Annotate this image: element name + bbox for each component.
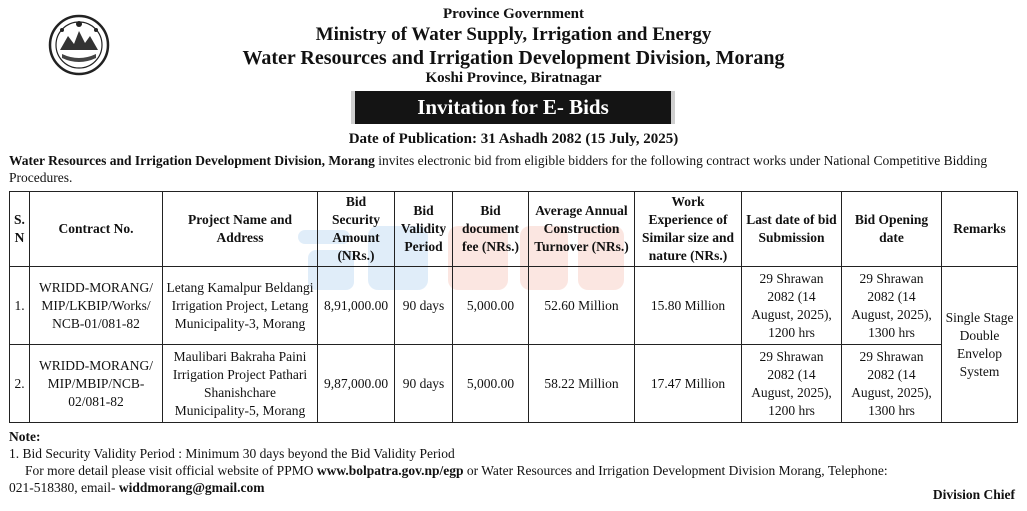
col-header-security: Bid Security Amount (NRs.) <box>317 191 395 267</box>
col-header-contract: Contract No. <box>29 191 163 267</box>
cell-fee: 5,000.00 <box>452 266 529 345</box>
nepal-emblem-icon <box>48 14 110 76</box>
cell-turnover: 52.60 Million <box>528 266 635 345</box>
cell-validity: 90 days <box>394 344 453 423</box>
cell-fee: 5,000.00 <box>452 344 529 423</box>
col-header-sn: S. N <box>9 191 30 267</box>
cell-sn: 1. <box>9 266 30 345</box>
note-contact-text: For more detail please visit official we… <box>25 463 317 478</box>
intro-division-name: Water Resources and Irrigation Developme… <box>9 153 375 168</box>
cell-turnover: 58.22 Million <box>528 344 635 423</box>
header-ministry: Ministry of Water Supply, Irrigation and… <box>315 24 712 45</box>
header-location: Koshi Province, Biratnagar <box>425 70 602 86</box>
cell-opening: 29 Shrawan 2082 (14 August, 2025), 1300 … <box>841 344 942 423</box>
col-header-experience: Work Experience of Similar size and natu… <box>634 191 742 267</box>
cell-security: 8,91,000.00 <box>317 266 395 345</box>
note-section: Note: 1. Bid Security Validity Period : … <box>9 428 1019 496</box>
note-phone-line: 021-518380, email- widdmorang@gmail.com <box>9 479 1019 496</box>
cell-submission: 29 Shrawan 2082 (14 August, 2025), 1200 … <box>741 344 842 423</box>
cell-contract: WRIDD-MORANG/ MIP/LKBIP/Works/ NCB-01/08… <box>29 266 163 345</box>
cell-remarks: Single Stage Double Envelop System <box>941 266 1018 423</box>
ppmo-website-link[interactable]: www.bolpatra.gov.np/egp <box>316 463 464 478</box>
cell-contract: WRIDD-MORANG/ MIP/MBIP/NCB-02/081-82 <box>29 344 163 423</box>
col-header-validity: Bid Validity Period <box>394 191 453 267</box>
cell-validity: 90 days <box>394 266 453 345</box>
publication-date: Date of Publication: 31 Ashadh 2082 (15 … <box>348 131 679 147</box>
cell-experience: 17.47 Million <box>634 344 742 423</box>
table-row: 2. WRIDD-MORANG/ MIP/MBIP/NCB-02/081-82 … <box>9 344 1018 423</box>
header-division: Water Resources and Irrigation Developme… <box>242 47 785 69</box>
col-header-submission: Last date of bid Submission <box>741 191 842 267</box>
header-province: Province Government <box>443 6 584 22</box>
note-phone-text: 021-518380, email- <box>9 480 119 495</box>
bids-table: S. N Contract No. Project Name and Addre… <box>9 191 1018 423</box>
cell-sn: 2. <box>9 344 30 423</box>
col-header-remarks: Remarks <box>941 191 1018 267</box>
invitation-banner: Invitation for E- Bids <box>355 91 671 124</box>
table-header-row: S. N Contract No. Project Name and Addre… <box>9 191 1018 267</box>
cell-project: Maulibari Bakraha Paini Irrigation Proje… <box>162 344 318 423</box>
note-contact-text-2: or Water Resources and Irrigation Develo… <box>463 463 888 478</box>
cell-project: Letang Kamalpur Beldangi Irrigation Proj… <box>162 266 318 345</box>
note-item-1: 1. Bid Security Validity Period : Minimu… <box>9 446 455 461</box>
col-header-project: Project Name and Address <box>162 191 318 267</box>
intro-paragraph: Water Resources and Irrigation Developme… <box>9 152 1019 186</box>
intro-text: invites electronic bid from eligible bid… <box>9 153 988 185</box>
col-header-fee: Bid document fee (NRs.) <box>452 191 529 267</box>
note-contact-line: For more detail please visit official we… <box>9 462 1019 479</box>
cell-experience: 15.80 Million <box>634 266 742 345</box>
cell-submission: 29 Shrawan 2082 (14 August, 2025), 1200 … <box>741 266 842 345</box>
cell-opening: 29 Shrawan 2082 (14 August, 2025), 1300 … <box>841 266 942 345</box>
table-row: 1. WRIDD-MORANG/ MIP/LKBIP/Works/ NCB-01… <box>9 266 1018 423</box>
col-header-opening: Bid Opening date <box>841 191 942 267</box>
signature-division-chief: Division Chief <box>932 487 1015 502</box>
note-title: Note: <box>9 429 41 444</box>
col-header-turnover: Average Annual Construction Turnover (NR… <box>528 191 635 267</box>
cell-security: 9,87,000.00 <box>317 344 395 423</box>
email-link[interactable]: widdmorang@gmail.com <box>118 480 265 495</box>
